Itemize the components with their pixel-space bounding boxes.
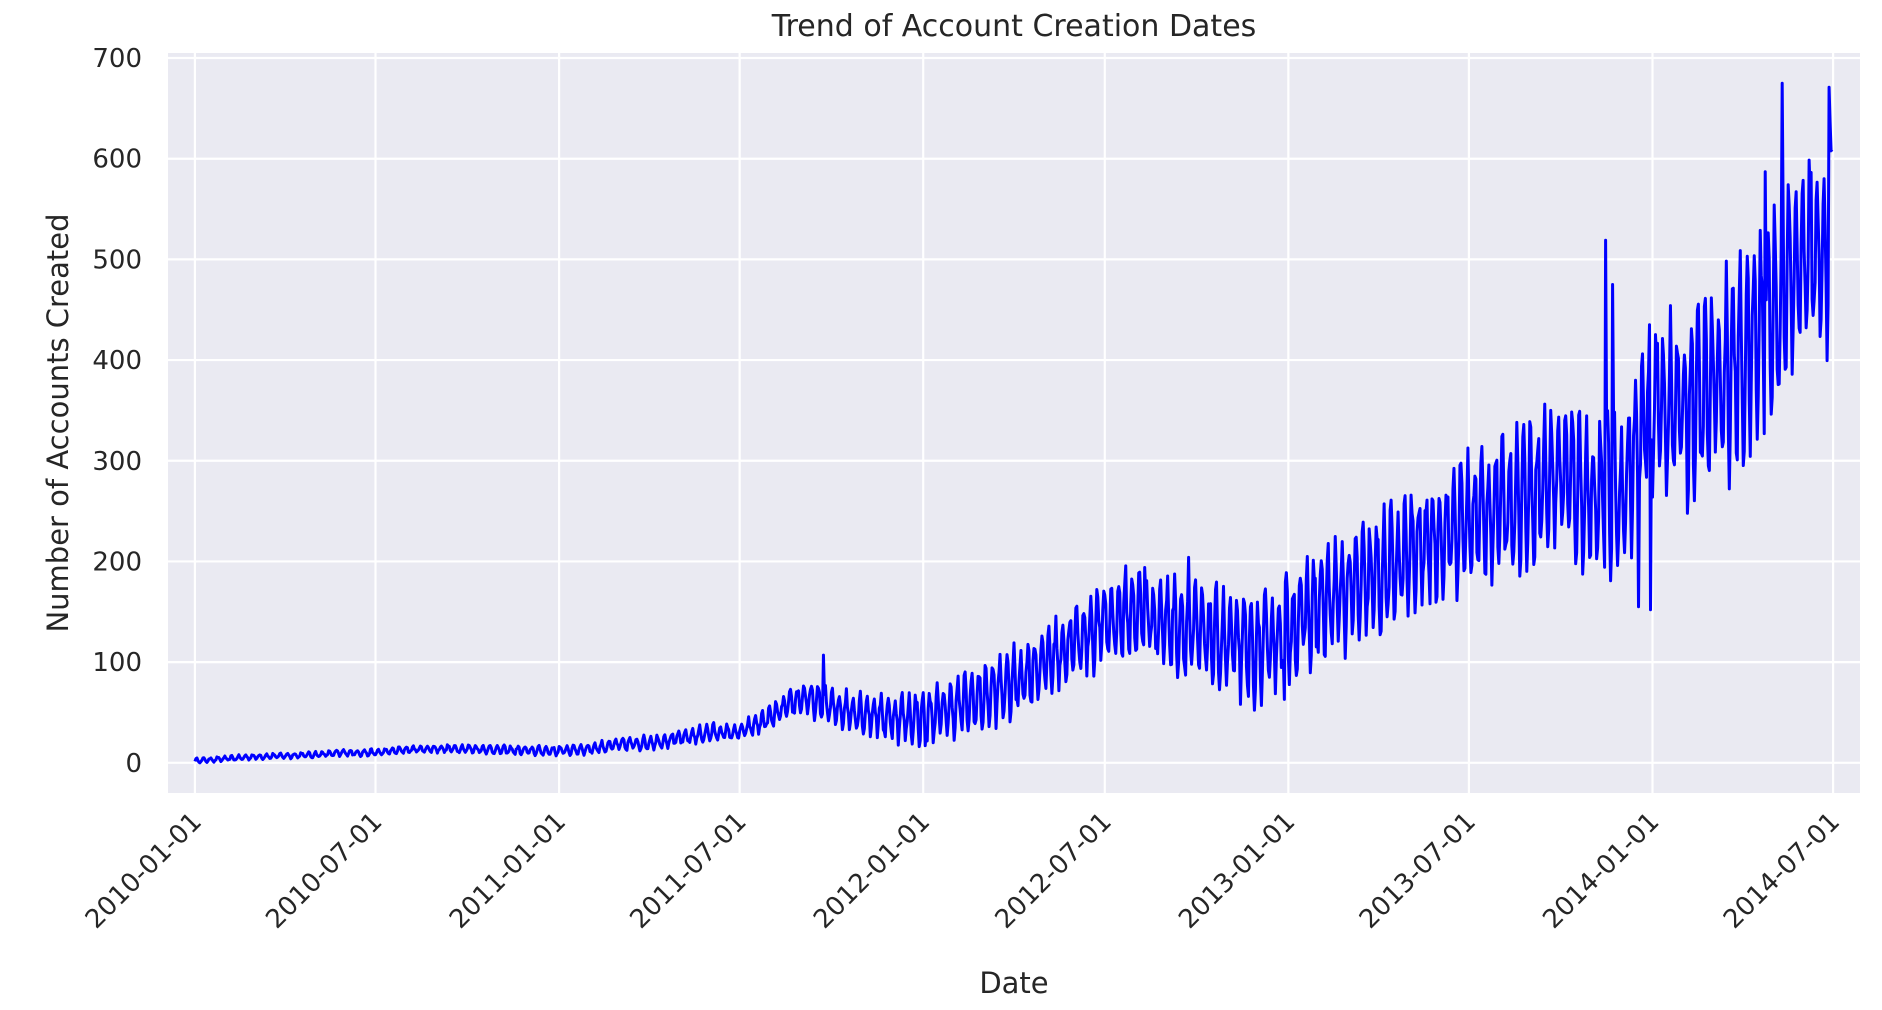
x-tick-label: 2010-07-01 — [260, 807, 388, 935]
y-gridlines — [168, 56, 1860, 764]
x-tick-label: 2013-07-01 — [1354, 807, 1482, 935]
y-tick-label: 200 — [92, 547, 142, 577]
x-tick-label: 2012-07-01 — [990, 807, 1118, 935]
x-tick-labels: 2010-01-01 2010-07-01 2011-01-01 2011-07-01… — [80, 807, 1846, 935]
x-tick-label: 2010-01-01 — [80, 807, 208, 935]
x-tick-label: 2011-07-01 — [625, 807, 753, 935]
x-tick-label: 2012-01-01 — [808, 807, 936, 935]
x-tick-label: 2014-01-01 — [1537, 807, 1665, 935]
x-tick-label: 2011-01-01 — [444, 807, 572, 935]
y-tick-label: 400 — [92, 346, 142, 376]
x-tick-label: 2013-01-01 — [1173, 807, 1301, 935]
chart-title: Trend of Account Creation Dates — [771, 9, 1257, 44]
series-layer — [193, 81, 1834, 765]
x-tick-label: 2014-07-01 — [1718, 807, 1846, 935]
y-tick-label: 0 — [125, 749, 142, 779]
y-tick-label: 600 — [92, 145, 142, 175]
y-tick-label: 500 — [92, 245, 142, 275]
series-line — [193, 81, 1834, 765]
y-tick-label: 100 — [92, 648, 142, 678]
y-tick-label: 700 — [92, 44, 142, 74]
x-axis-label: Date — [979, 966, 1048, 1000]
y-tick-labels: 0 100 200 300 400 500 600 700 — [92, 44, 142, 779]
y-tick-label: 300 — [92, 447, 142, 477]
y-axis-label: Number of Accounts Created — [41, 213, 75, 632]
